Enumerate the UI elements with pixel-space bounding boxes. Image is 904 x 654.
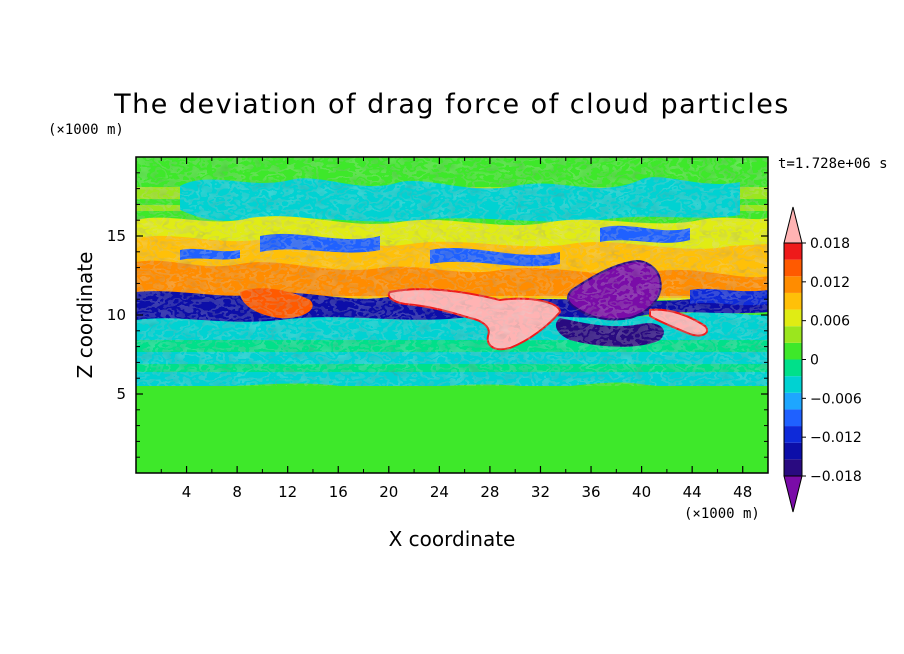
colorbar-tick-label: −0.012: [810, 430, 862, 446]
x-tick-label: 24: [430, 483, 449, 501]
colorbar: 0.018 0.012 0.006 0 −0.006 −0.012 −0.018: [783, 206, 862, 513]
time-label: t=1.728e+06 s: [778, 156, 888, 172]
colorbar-tick-label: 0: [810, 353, 819, 369]
x-tick-label: 8: [232, 483, 242, 501]
colorbar-swatch: [784, 409, 802, 427]
y-tick-label: 15: [107, 227, 126, 245]
colorbar-tick-label: 0.012: [810, 275, 850, 291]
x-tick-label: 28: [480, 483, 499, 501]
colorbar-swatch: [784, 276, 802, 293]
lower-uniform-field: [136, 386, 768, 473]
x-tick-label: 44: [683, 483, 702, 501]
colorbar-tick-label: 0.006: [810, 314, 850, 330]
x-tick-label: 36: [581, 483, 600, 501]
colorbar-swatch: [784, 426, 802, 443]
x-axis: 4 8 12 16 20 24 28 32 36 40 44 48: [160, 157, 752, 501]
x-tick-label: 4: [182, 483, 192, 501]
x-tick-label: 40: [632, 483, 651, 501]
colorbar-swatch: [784, 342, 802, 360]
x-unit-label: (×1000 m): [684, 506, 760, 522]
colorbar-swatch: [784, 392, 802, 410]
texture-overlay: [136, 157, 768, 387]
x-tick-label: 32: [531, 483, 550, 501]
x-tick-label: 16: [329, 483, 348, 501]
x-tick-label: 20: [379, 483, 398, 501]
colorbar-swatch: [784, 292, 802, 310]
y-axis-title: Z coordinate: [73, 252, 97, 379]
colorbar-swatch: [784, 359, 802, 377]
y-tick-label: 10: [107, 306, 126, 324]
plot-field: [136, 157, 768, 473]
x-tick-label: 12: [278, 483, 297, 501]
x-axis-title: X coordinate: [389, 527, 516, 551]
colorbar-tick-label: −0.018: [810, 469, 862, 485]
colorbar-tick-label: 0.018: [810, 236, 850, 252]
chart-title: The deviation of drag force of cloud par…: [113, 89, 790, 120]
colorbar-swatch: [784, 259, 802, 277]
y-axis: 5 10 15: [107, 172, 768, 458]
y-unit-label: (×1000 m): [48, 122, 124, 138]
colorbar-swatch: [784, 309, 802, 327]
colorbar-swatch: [784, 326, 802, 343]
x-tick-label: 48: [733, 483, 752, 501]
colorbar-swatch: [784, 376, 802, 393]
colorbar-max-extension: [783, 206, 803, 244]
colorbar-tick-label: −0.006: [810, 391, 862, 407]
colorbar-swatch: [784, 442, 802, 460]
colorbar-min-extension: [783, 475, 803, 513]
colorbar-swatch: [784, 243, 802, 260]
y-tick-label: 5: [116, 385, 126, 403]
colorbar-swatch: [784, 459, 802, 476]
